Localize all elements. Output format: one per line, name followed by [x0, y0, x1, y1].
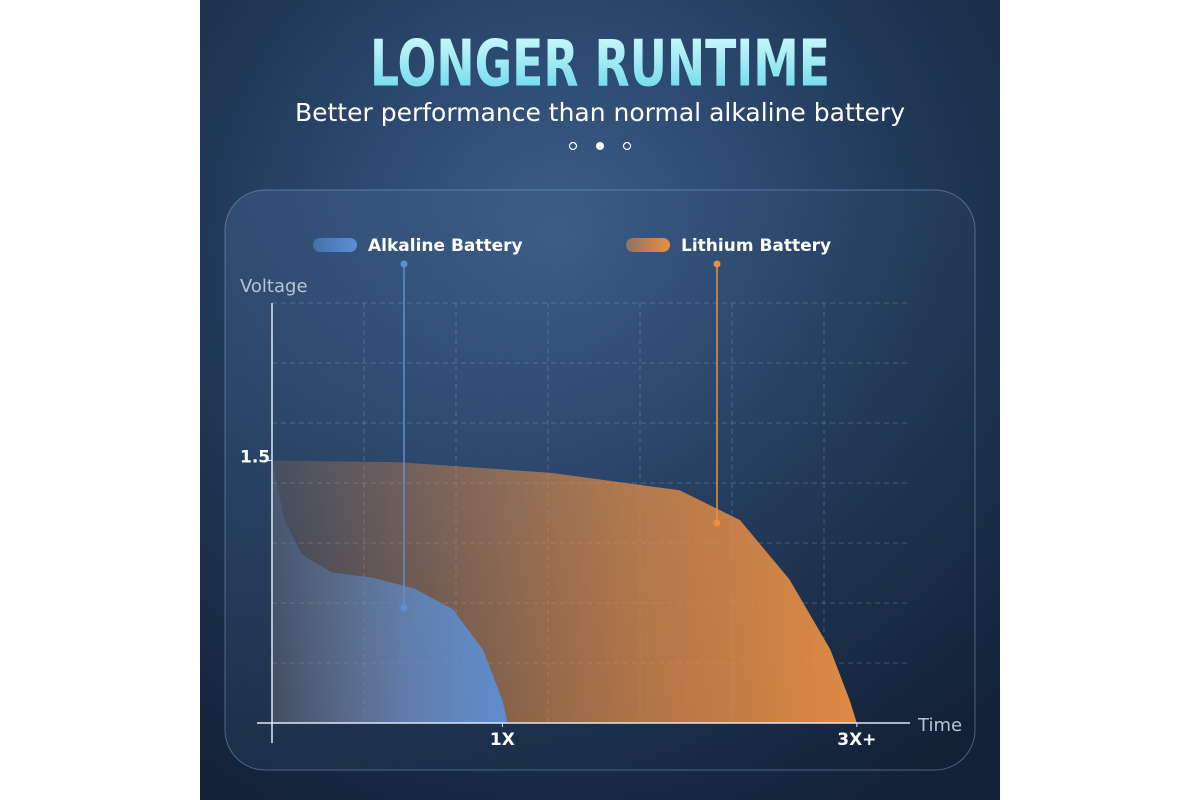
x-tick-label: 3X+ — [837, 730, 876, 750]
plot: 1.5 1X 3X+ Alkaline Battery Lithium Battery — [240, 236, 910, 750]
carousel-dot[interactable] — [622, 141, 632, 151]
y-axis-label: Voltage — [240, 276, 308, 297]
carousel-dot[interactable] — [596, 142, 604, 150]
legend-swatch — [313, 238, 357, 252]
legend-pin-dot — [713, 519, 721, 527]
y-tick-label: 1.5 — [240, 448, 270, 468]
chart-title: LONGER RUNTIME — [370, 28, 830, 102]
legend-pin-dot — [400, 260, 408, 268]
x-tick-label: 1X — [490, 730, 515, 750]
legend-swatch — [626, 238, 670, 252]
carousel-dot[interactable] — [568, 141, 578, 151]
legend-pin-dot — [400, 604, 408, 612]
carousel-dots[interactable] — [568, 141, 632, 151]
legend-label: Alkaline Battery — [368, 236, 523, 256]
area — [272, 460, 508, 723]
legend-pin-dot — [713, 260, 721, 268]
chart-subtitle: Better performance than normal alkaline … — [295, 98, 905, 127]
legend-label: Lithium Battery — [681, 236, 831, 256]
x-axis-label: Time — [917, 715, 962, 736]
